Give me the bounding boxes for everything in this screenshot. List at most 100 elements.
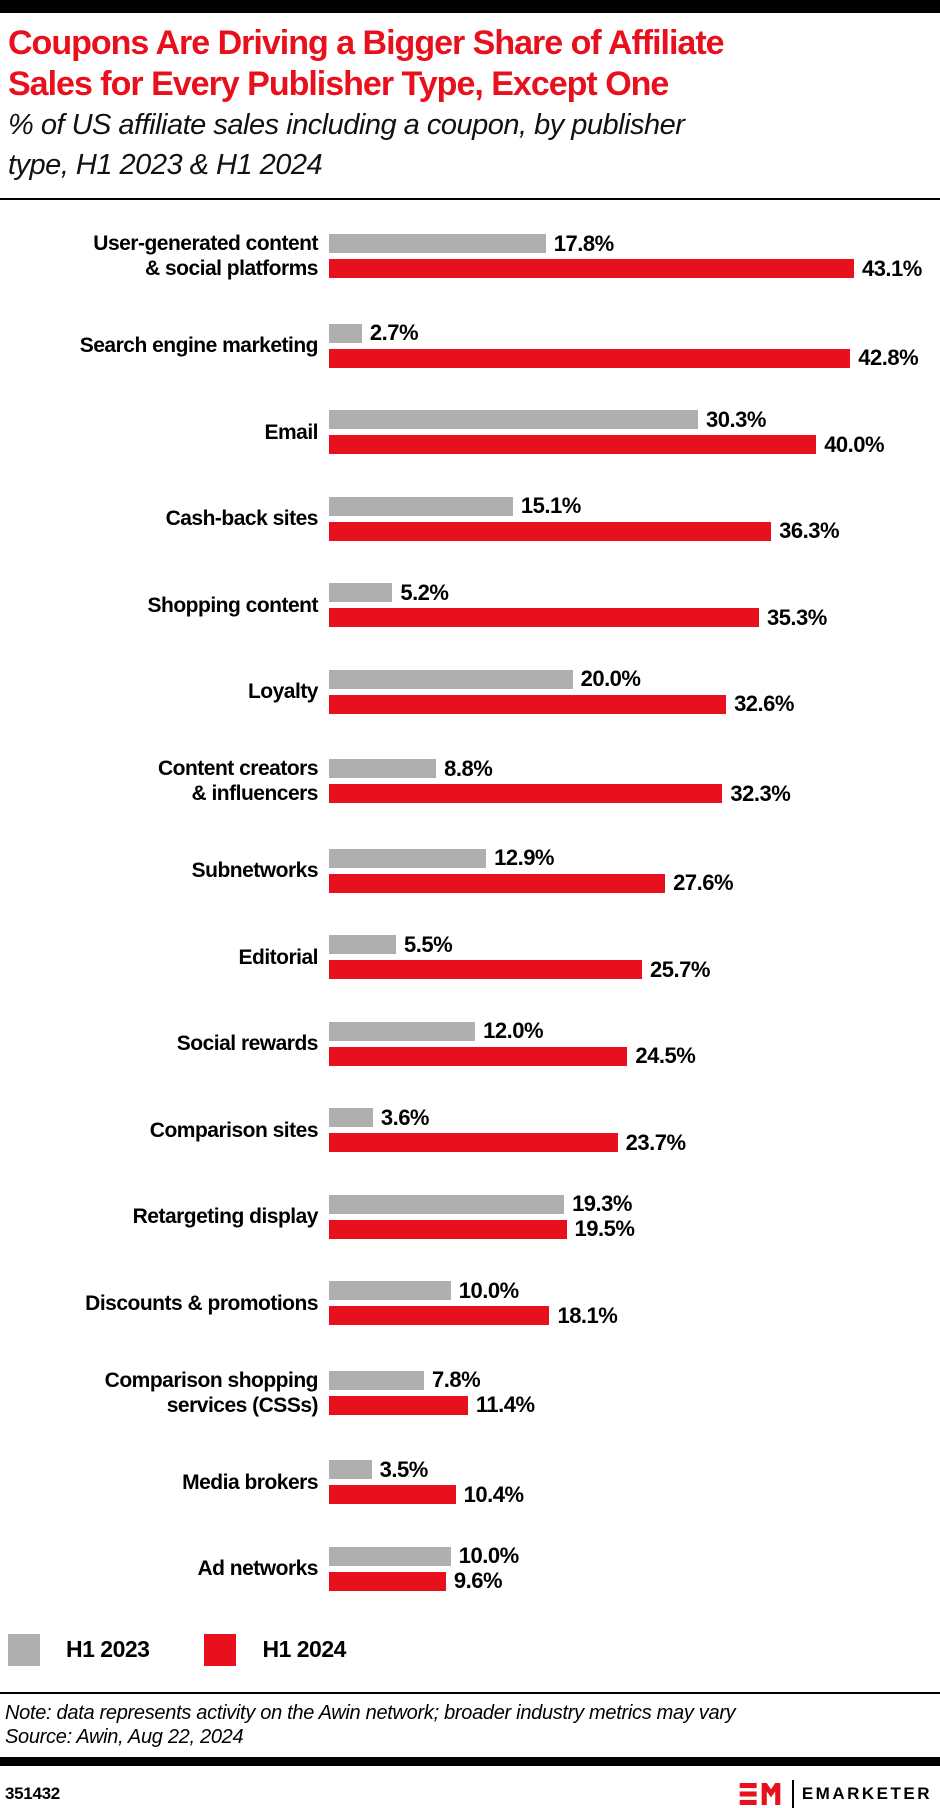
bar-group: 12.9% 27.6% [329, 845, 940, 895]
bar-line: 5.5% [329, 932, 940, 957]
category-label: Media brokers [182, 1470, 318, 1494]
bar-value: 25.7% [650, 956, 710, 982]
bar-h1-2024 [329, 1306, 550, 1325]
bar-h1-2023 [329, 583, 393, 602]
bar-row: Editorial 5.5% 25.7% [0, 932, 940, 982]
bar-h1-2023 [329, 848, 487, 868]
bar-value: 12.0% [483, 1018, 544, 1043]
bar-value: 3.6% [380, 1104, 430, 1130]
note-text: Note: data represents activity on the Aw… [5, 1701, 736, 1724]
bar-line: 3.6% [329, 1105, 940, 1130]
bar-row: Subnetworks 12.9% 27.6% [0, 845, 940, 895]
bar-line: 11.4% [329, 1392, 940, 1417]
bar-group: 10.0% 18.1% [329, 1278, 940, 1328]
bar-h1-2024 [329, 348, 851, 368]
bar-value: 2.7% [369, 320, 419, 345]
bar-h1-2024 [329, 435, 817, 454]
bar-line: 12.9% [329, 845, 940, 870]
category-label: Editorial [238, 945, 318, 969]
bar-value: 17.8% [553, 230, 614, 256]
bar-h1-2024 [329, 1219, 567, 1239]
bar-h1-2023 [329, 496, 513, 516]
chart-id: 351432 [5, 1783, 60, 1803]
category-label: Subnetworks [191, 859, 319, 882]
bar-h1-2024 [329, 1133, 618, 1152]
category-label: Comparison sites [149, 1118, 319, 1142]
category-label: Ad networks [197, 1557, 318, 1580]
bar-h1-2024 [329, 1485, 456, 1504]
bar-line: 32.3% [329, 781, 940, 806]
brand-name: EMARKETER [801, 1783, 932, 1803]
bar-h1-2024 [329, 1395, 468, 1415]
bar-line: 15.1% [329, 493, 940, 518]
bar-h1-2023 [329, 323, 362, 343]
bar-value: 8.8% [444, 755, 493, 781]
bar-group: 17.8% 43.1% [329, 230, 940, 281]
bar-line: 24.5% [329, 1043, 940, 1068]
bar-row: Content creators & influencers 8.8% 32.3% [0, 756, 940, 806]
bar-value: 35.3% [766, 604, 827, 630]
chart-subtitle: % of US affiliate sales including a coup… [8, 105, 930, 185]
bar-row: Shopping content 5.2% 35.3% [0, 580, 940, 630]
bar-group: 30.3% 40.0% [329, 406, 940, 457]
bar-value: 19.5% [574, 1216, 635, 1241]
bar-line: 9.6% [329, 1568, 940, 1593]
bar-line: 12.0% [329, 1018, 940, 1043]
legend-item: H1 2023 [8, 1633, 150, 1666]
bar-value: 5.2% [400, 579, 449, 605]
top-black-bar [0, 0, 940, 13]
bar-value: 10.0% [458, 1543, 519, 1568]
bar-value: 27.6% [673, 870, 734, 895]
bar-value: 19.3% [572, 1191, 632, 1216]
category-label: Cash-back sites [165, 507, 319, 530]
category-label: Social rewards [176, 1032, 319, 1055]
bar-h1-2024 [329, 1571, 446, 1591]
bar-row: Comparison sites 3.6% 23.7% [0, 1105, 940, 1155]
bar-line: 8.8% [329, 756, 940, 781]
bar-line: 42.8% [329, 345, 940, 370]
bar-line: 10.0% [329, 1278, 940, 1303]
bar-line: 18.1% [329, 1303, 940, 1328]
bar-line: 2.7% [329, 320, 940, 345]
legend-label: H1 2023 [66, 1636, 150, 1662]
bar-line: 3.5% [329, 1457, 940, 1482]
bar-value: 24.5% [635, 1043, 696, 1068]
category-label: Discounts & promotions [85, 1291, 318, 1315]
legend-swatch-icon [8, 1633, 40, 1666]
brand-lockup: EMARKETER [738, 1779, 932, 1808]
bar-line: 19.5% [329, 1216, 940, 1241]
bar-h1-2024 [329, 694, 727, 714]
bar-value: 36.3% [779, 518, 840, 543]
bar-group: 20.0% 32.6% [329, 666, 940, 716]
bar-h1-2023 [329, 1546, 451, 1566]
chart-legend: H1 2023 H1 2024 [8, 1633, 940, 1666]
category-label: Content creators & influencers [157, 757, 319, 805]
note-divider [0, 1691, 940, 1694]
bar-value: 30.3% [706, 406, 766, 432]
bar-group: 5.2% 35.3% [329, 580, 940, 630]
bar-group: 7.8% 11.4% [329, 1367, 940, 1417]
bar-line: 20.0% [329, 666, 940, 691]
bar-h1-2024 [329, 1046, 628, 1066]
bar-line: 5.2% [329, 580, 940, 605]
title-line-2: Sales for Every Publisher Type, Except O… [8, 65, 669, 103]
bar-line: 35.3% [329, 605, 940, 630]
bar-group: 12.0% 24.5% [329, 1018, 940, 1068]
bar-group: 5.5% 25.7% [329, 932, 940, 982]
bar-row: Search engine marketing 2.7% 42.8% [0, 320, 940, 370]
bar-row: Discounts & promotions 10.0% 18.1% [0, 1278, 940, 1328]
bar-h1-2023 [329, 1108, 373, 1127]
bar-line: 19.3% [329, 1191, 940, 1216]
bar-h1-2023 [329, 1281, 451, 1300]
bar-row: Comparison shopping services (CSSs) 7.8% 1… [0, 1367, 940, 1418]
bar-row: User-generated content & social platform… [0, 231, 940, 281]
legend-item: H1 2024 [204, 1633, 346, 1666]
bar-row: Retargeting display 19.3% 19.5% [0, 1191, 940, 1241]
chart-header: Coupons Are Driving a Bigger Share of Af… [0, 13, 940, 198]
emarketer-logo-icon [739, 1782, 781, 1805]
bar-group: 15.1% 36.3% [329, 493, 940, 543]
bar-line: 43.1% [329, 256, 940, 281]
page-title: Coupons Are Driving a Bigger Share of Af… [8, 23, 930, 105]
bar-group: 8.8% 32.3% [329, 756, 940, 806]
bar-value: 12.9% [494, 845, 554, 870]
